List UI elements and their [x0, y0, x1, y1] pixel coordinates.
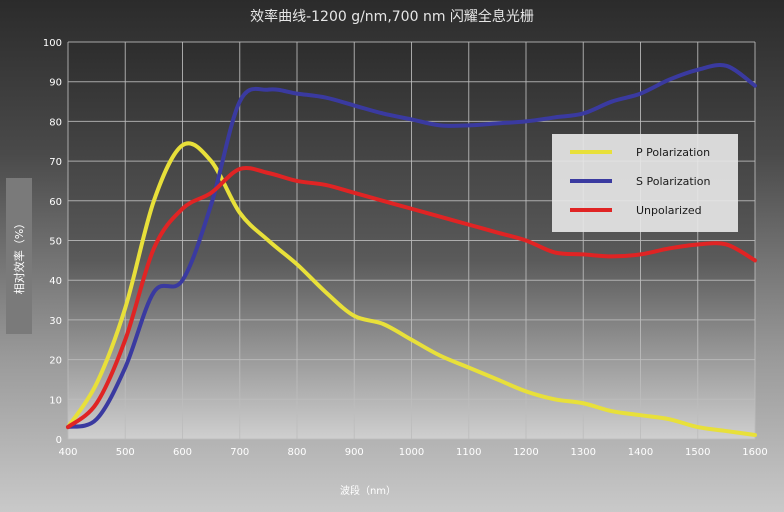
y-axis-ticks: 0 10 20 30 40 50 60 70 80 90 100: [43, 38, 62, 446]
y-axis-label-box: [6, 178, 32, 334]
y-tick-label: 40: [49, 276, 62, 287]
x-tick-label: 1000: [399, 447, 424, 458]
legend-label-s-polarization: S Polarization: [636, 175, 710, 188]
chart-title: 效率曲线-1200 g/nm,700 nm 闪耀全息光栅: [250, 8, 534, 25]
x-tick-label: 500: [116, 447, 135, 458]
y-tick-label: 100: [43, 38, 62, 49]
x-axis-label: 波段（nm）: [340, 484, 396, 497]
x-tick-label: 400: [58, 447, 77, 458]
y-tick-label: 30: [49, 316, 62, 327]
y-tick-label: 90: [49, 78, 62, 89]
y-tick-label: 10: [49, 395, 62, 406]
y-tick-label: 50: [49, 237, 62, 248]
x-tick-label: 600: [173, 447, 192, 458]
legend-label-unpolarized: Unpolarized: [636, 204, 702, 217]
y-axis-label: 相对效率（%）: [12, 218, 26, 294]
x-tick-label: 1600: [742, 447, 767, 458]
x-tick-label: 1100: [456, 447, 481, 458]
x-tick-label: 1300: [571, 447, 596, 458]
x-tick-label: 900: [345, 447, 364, 458]
y-tick-label: 80: [49, 117, 62, 128]
series-line-unpolarized: [66, 165, 757, 430]
series-line-s-polarization: [66, 62, 757, 430]
y-tick-label: 0: [56, 435, 62, 446]
y-tick-label: 70: [49, 157, 62, 168]
y-tick-label: 20: [49, 356, 62, 367]
x-tick-label: 700: [230, 447, 249, 458]
y-tick-label: 60: [49, 197, 62, 208]
legend: P Polarization S Polarization Unpolarized: [552, 134, 738, 232]
x-tick-label: 1400: [628, 447, 653, 458]
x-axis-ticks: 400 500 600 700 800 900 1000 1100 1200 1300 1400 15…: [58, 447, 767, 458]
series-line-p-polarization: [66, 141, 757, 438]
series-lines: [66, 62, 757, 438]
x-tick-label: 800: [287, 447, 306, 458]
x-tick-label: 1200: [513, 447, 538, 458]
x-tick-label: 1500: [685, 447, 710, 458]
legend-label-p-polarization: P Polarization: [636, 146, 710, 159]
grid-lines: [67, 41, 756, 440]
